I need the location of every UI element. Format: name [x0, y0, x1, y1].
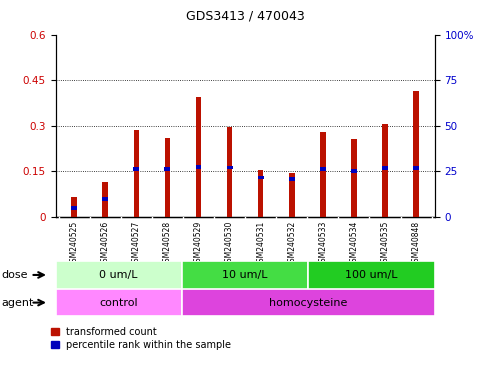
Text: 0 um/L: 0 um/L [99, 270, 138, 280]
Text: GSM240530: GSM240530 [225, 220, 234, 267]
Bar [196, 165, 201, 169]
Bar [320, 167, 326, 171]
Text: GSM240529: GSM240529 [194, 220, 203, 267]
Bar [102, 182, 108, 217]
Text: GSM240528: GSM240528 [163, 220, 172, 266]
Bar [196, 97, 201, 217]
Bar [351, 139, 356, 217]
Bar [182, 289, 435, 316]
Bar [308, 261, 435, 289]
Text: GSM240531: GSM240531 [256, 220, 265, 267]
Bar [320, 132, 326, 217]
Text: GSM240535: GSM240535 [381, 220, 389, 267]
Bar [102, 197, 108, 200]
Bar [56, 261, 182, 289]
Bar [182, 261, 308, 289]
Text: 100 um/L: 100 um/L [345, 270, 398, 280]
Bar [351, 169, 357, 172]
Bar [165, 138, 170, 217]
Text: agent: agent [1, 298, 33, 308]
Text: GSM240532: GSM240532 [287, 220, 296, 267]
Text: GSM240848: GSM240848 [412, 220, 421, 266]
Bar [258, 175, 264, 179]
Text: GSM240527: GSM240527 [132, 220, 141, 267]
Bar [289, 177, 295, 181]
Bar [165, 167, 170, 171]
Bar [382, 167, 388, 170]
Bar [227, 127, 232, 217]
Bar [382, 124, 388, 217]
Text: dose: dose [1, 270, 28, 280]
Text: GDS3413 / 470043: GDS3413 / 470043 [186, 10, 304, 23]
Text: GSM240526: GSM240526 [101, 220, 110, 267]
Text: GSM240533: GSM240533 [318, 220, 327, 267]
Legend: transformed count, percentile rank within the sample: transformed count, percentile rank withi… [51, 327, 231, 350]
Text: 10 um/L: 10 um/L [222, 270, 268, 280]
Text: GSM240534: GSM240534 [349, 220, 358, 267]
Text: homocysteine: homocysteine [269, 298, 347, 308]
Bar [133, 167, 139, 171]
Bar [71, 197, 77, 217]
Bar [258, 170, 263, 217]
Bar [289, 173, 295, 217]
Bar [227, 166, 232, 169]
Text: control: control [99, 298, 138, 308]
Bar [413, 91, 419, 217]
Bar [56, 289, 182, 316]
Bar [134, 130, 139, 217]
Bar [413, 166, 419, 170]
Text: GSM240525: GSM240525 [70, 220, 79, 267]
Bar [71, 206, 77, 210]
